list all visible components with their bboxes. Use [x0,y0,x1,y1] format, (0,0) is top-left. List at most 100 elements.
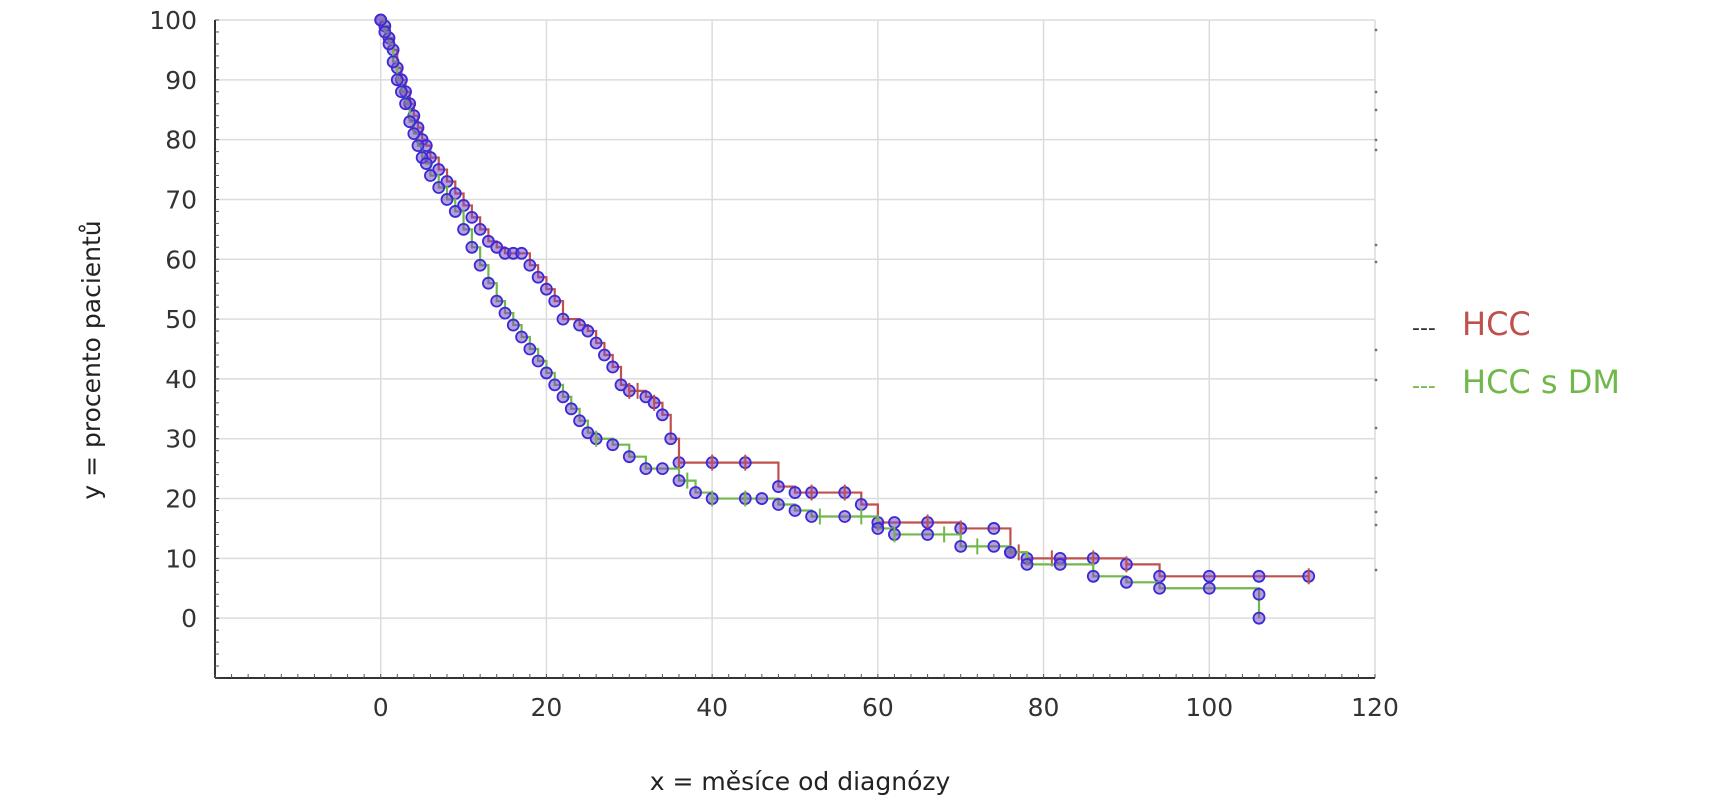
event-point [556,390,570,404]
event-point [407,127,421,141]
event-point [854,498,868,511]
right-edge-tick [1374,28,1378,32]
right-edge-tick [1374,476,1378,480]
event-point [1252,611,1266,625]
event-point [548,378,562,392]
right-edge-tick [1374,243,1378,247]
event-point [1020,557,1034,571]
series-hcc-s-dm [374,13,1266,625]
event-point [523,342,537,356]
event-point [473,222,487,236]
right-edge-tick [1374,148,1378,152]
y-tick-label-80: 80 [165,126,197,155]
event-point [482,276,495,290]
tick-labels: 0 20 40 60 80 100 120 0 10 20 30 40 50 60 70 80 90 100 [149,6,1399,722]
x-tick-label-80: 80 [1028,693,1060,722]
event-point [432,181,446,194]
x-axis-title: x = měsíce od diagnózy [650,767,951,796]
event-point [440,193,454,206]
event-point [1202,581,1216,595]
event-point [788,504,802,517]
event-point [1153,569,1166,583]
event-point [515,246,528,260]
y-tick-label-40: 40 [165,365,197,394]
y-axis-title: y = procento pacientů [77,220,106,499]
event-point [1202,569,1216,583]
right-edge-tick [1374,426,1378,430]
right-edge-tick [1374,490,1378,494]
event-point [987,540,1001,553]
event-point [457,222,470,236]
event-point [386,55,400,69]
y-tick-label-30: 30 [165,425,197,454]
event-point [1252,587,1266,601]
event-point [473,258,487,272]
event-point [755,492,769,505]
event-point [399,97,412,111]
event-point [888,516,901,529]
event-point [598,348,611,362]
event-point [1004,545,1017,559]
event-point [498,306,512,320]
legend-item-hcc: --- HCC [1412,305,1531,343]
legend-label-hcc: HCC [1462,305,1531,343]
event-point [540,282,553,296]
event-point [564,402,578,416]
event-point [581,324,595,338]
right-edge-tick [1374,138,1378,142]
right-edge-tick [1374,260,1378,264]
event-point [1053,557,1067,571]
event-point [573,414,586,428]
right-edge-tick [1374,568,1378,572]
x-tick-label-60: 60 [862,693,894,722]
event-point [573,318,586,332]
event-point [382,37,396,51]
legend-label-hcc-s-dm: HCC s DM [1462,363,1620,401]
right-edge-tick [1374,378,1378,382]
event-point [515,330,528,344]
y-tick-label-100: 100 [149,6,197,35]
event-point [639,462,653,476]
x-tick-label-120: 120 [1351,693,1399,722]
grid-lines [215,19,1376,678]
event-point [540,366,553,380]
event-point [672,474,686,488]
event-point [506,318,520,332]
y-tick-label-50: 50 [165,305,197,334]
event-point [395,85,408,99]
event-point [987,522,1001,535]
event-point [954,540,968,553]
legend-item-hcc-s-dm: --- HCC s DM [1412,363,1620,401]
event-point [772,480,785,493]
event-point [772,498,785,511]
x-tick-label-0: 0 [373,693,389,722]
event-point [490,240,504,254]
event-point [482,234,495,248]
event-point [523,258,537,272]
event-point [622,450,636,464]
x-tick-label-40: 40 [696,693,728,722]
legend: --- HCC --- HCC s DM [1412,305,1620,401]
event-point [871,522,885,535]
event-point [606,438,620,452]
right-edge-tick [1374,348,1378,352]
event-point [838,510,852,523]
event-point [656,462,669,476]
event-point [448,205,462,218]
right-edge-tick [1374,523,1378,527]
right-edge-tick [1374,90,1378,94]
event-point [390,73,404,87]
event-point [581,426,595,440]
event-point [490,294,504,308]
y-tick-label-90: 90 [165,66,197,95]
event-point [531,354,545,368]
event-point [419,157,433,170]
event-point [465,240,479,254]
y-tick-label-20: 20 [165,485,197,514]
x-tick-label-20: 20 [531,693,563,722]
event-point [639,390,653,404]
event-point [531,270,545,284]
event-point [589,336,603,350]
event-point [403,115,417,129]
